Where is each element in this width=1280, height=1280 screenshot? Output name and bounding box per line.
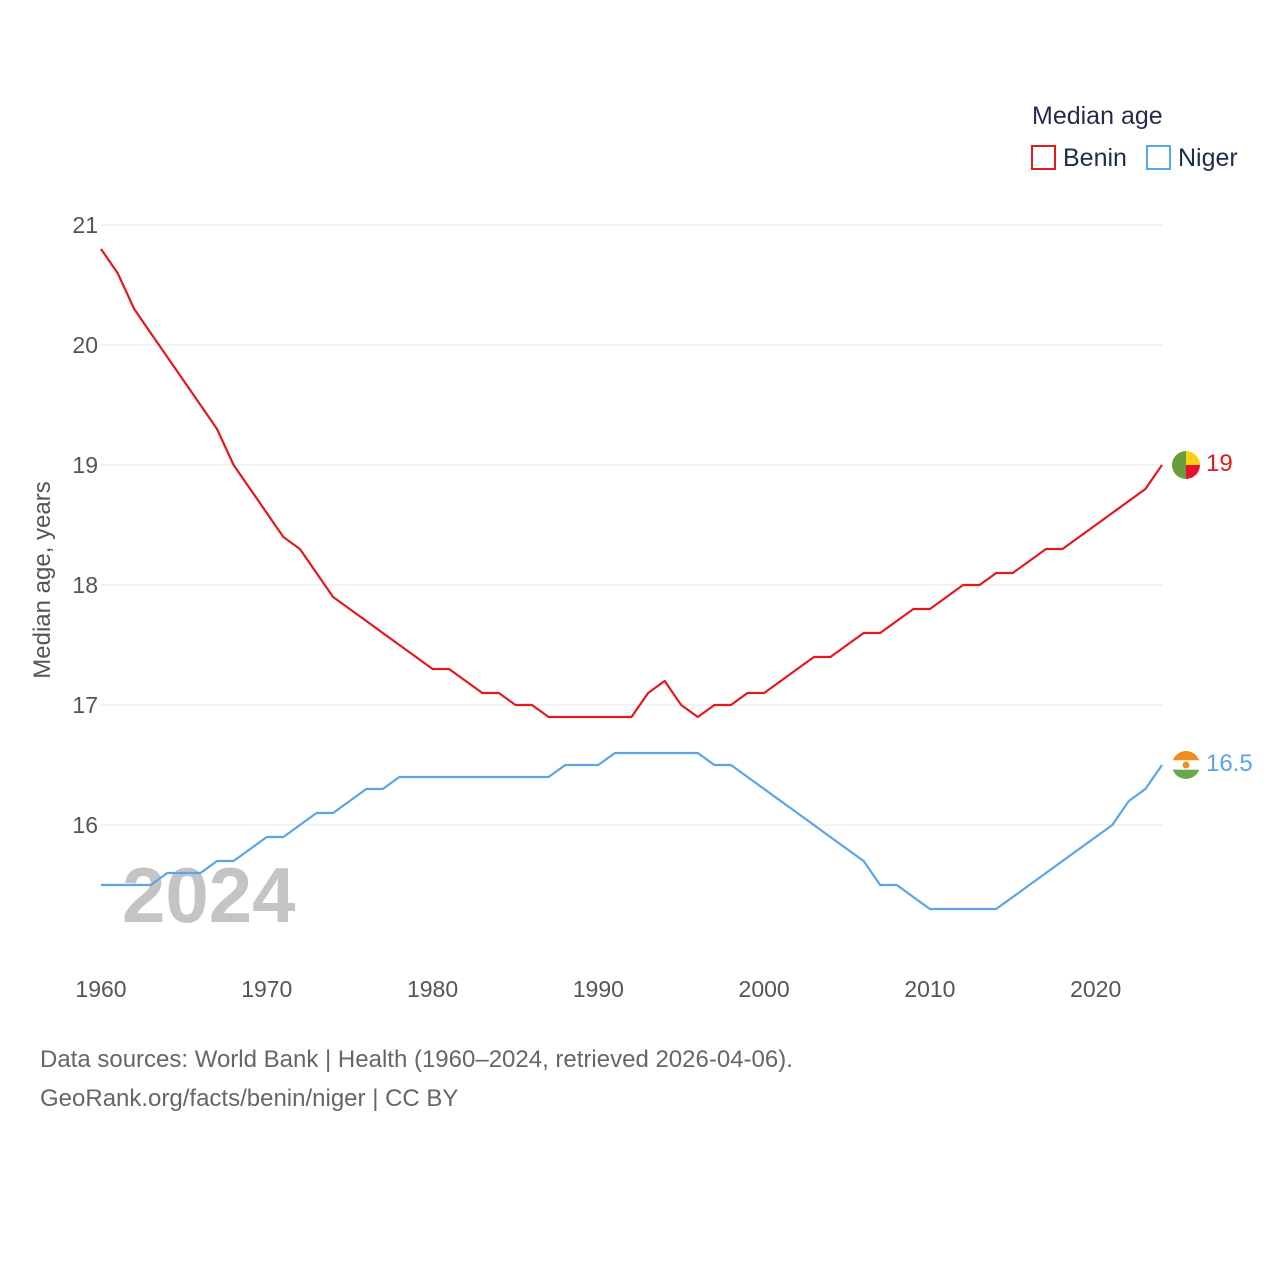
y-tick-label: 21 (72, 212, 98, 238)
legend-label-niger: Niger (1178, 144, 1238, 172)
end-value-label-niger: 16.5 (1206, 750, 1253, 777)
legend-item-benin[interactable]: Benin (1031, 144, 1127, 172)
median-age-line-chart: 16 17 18 19 20 21 1960 1970 1980 1990 2000 2010 202… (29, 102, 1253, 1002)
y-tick-label: 18 (72, 572, 98, 598)
year-watermark: 2024 (122, 851, 296, 939)
legend-title: Median age (1032, 102, 1163, 130)
y-tick-label: 20 (72, 332, 98, 358)
end-value-label-benin: 19 (1206, 450, 1233, 477)
y-axis-title: Median age, years (29, 481, 56, 678)
x-axis-ticks: 1960 1970 1980 1990 2000 2010 2020 (75, 976, 1121, 1002)
end-markers: 19 16.5 (1172, 450, 1253, 779)
x-tick-label: 2000 (739, 976, 790, 1002)
legend-swatch-niger (1146, 145, 1171, 170)
x-tick-label: 2010 (904, 976, 955, 1002)
legend-item-niger[interactable]: Niger (1146, 144, 1238, 172)
x-tick-label: 1970 (241, 976, 292, 1002)
x-tick-label: 1980 (407, 976, 458, 1002)
benin-flag-icon (1172, 451, 1200, 479)
y-axis-ticks: 16 17 18 19 20 21 (72, 212, 98, 838)
series-line-niger (101, 751, 1163, 911)
legend: Median age Benin Niger (1031, 102, 1238, 172)
y-tick-label: 16 (72, 812, 98, 838)
x-tick-label: 1990 (573, 976, 624, 1002)
footer-link[interactable]: GeoRank.org/facts/benin/niger | CC BY (40, 1085, 459, 1112)
legend-swatch-benin (1031, 145, 1056, 170)
series-lines (100, 248, 1163, 911)
y-tick-label: 17 (72, 692, 98, 718)
niger-flag-icon (1172, 751, 1200, 779)
legend-label-benin: Benin (1063, 144, 1127, 172)
x-tick-label: 2020 (1070, 976, 1121, 1002)
x-tick-label: 1960 (75, 976, 126, 1002)
footer-source: Data sources: World Bank | Health (1960–… (40, 1046, 793, 1073)
y-tick-label: 19 (72, 452, 98, 478)
gridlines (101, 224, 1162, 826)
series-line-benin (100, 248, 1163, 719)
